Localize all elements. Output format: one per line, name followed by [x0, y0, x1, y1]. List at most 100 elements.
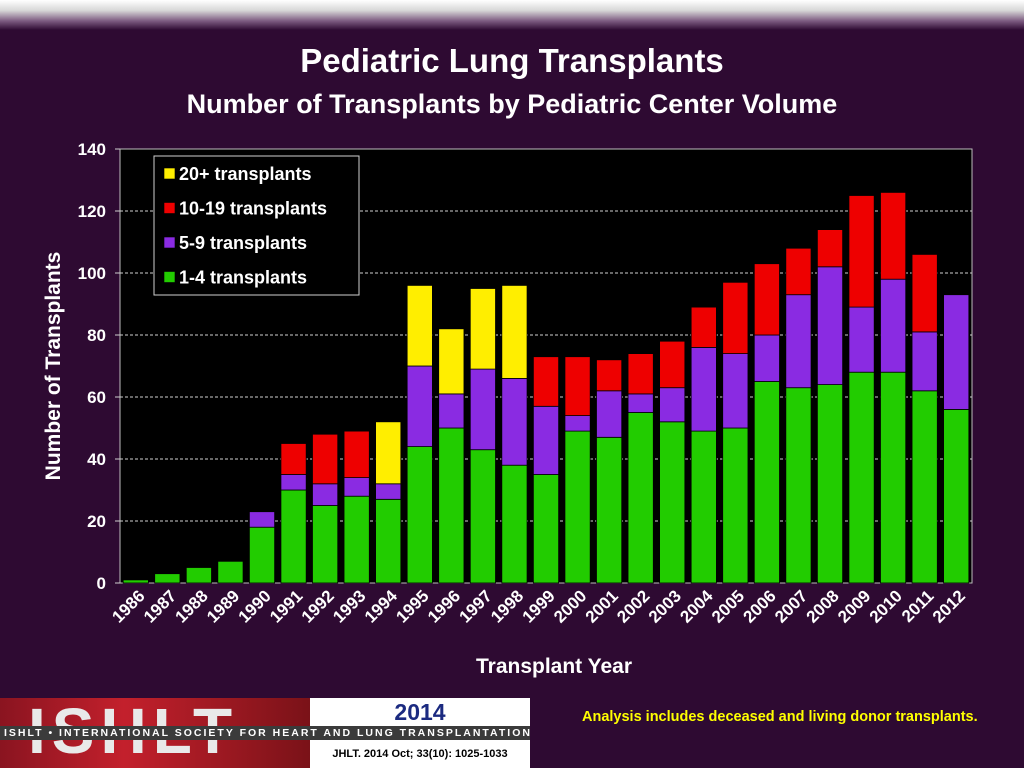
- y-tick-label: 40: [87, 450, 106, 469]
- bar-5-9-transplants-1995: [406, 365, 433, 447]
- x-tick-label: 1986: [108, 586, 148, 626]
- bar-20-transplants-1997: [469, 288, 496, 370]
- legend-swatch: [163, 236, 176, 249]
- bar-10-19-transplants-1999: [532, 356, 560, 407]
- bar-1-4-transplants-2006: [753, 381, 780, 584]
- x-tick-label: 2004: [676, 586, 717, 627]
- x-tick-label: 1989: [203, 586, 243, 626]
- bar-10-19-transplants-1993: [343, 430, 370, 479]
- x-tick-label: 2005: [708, 586, 748, 626]
- bar-10-19-transplants-2005: [722, 281, 749, 354]
- x-tick-label: 1988: [172, 586, 212, 626]
- legend-label: 10-19 transplants: [179, 199, 327, 219]
- bar-1-4-transplants-1988: [185, 567, 212, 584]
- bar-10-19-transplants-2001: [596, 359, 623, 392]
- legend-swatch: [163, 167, 176, 180]
- chart-title: Pediatric Lung Transplants: [300, 42, 724, 79]
- bar-5-9-transplants-2012: [943, 294, 970, 410]
- bar-1-4-transplants-1996: [438, 427, 465, 584]
- footer-branding: ISHLT ISHLT • INTERNATIONAL SOCIETY FOR …: [0, 698, 530, 768]
- x-tick-label: 1990: [235, 586, 275, 626]
- bar-1-4-transplants-2001: [596, 436, 623, 584]
- bar-1-4-transplants-1992: [312, 505, 339, 584]
- x-tick-label: 2009: [834, 586, 874, 626]
- bar-5-9-transplants-1996: [438, 393, 465, 429]
- bar-5-9-transplants-1997: [469, 368, 496, 451]
- legend-label: 20+ transplants: [179, 164, 312, 184]
- legend-swatch: [163, 202, 176, 214]
- bar-10-19-transplants-2004: [690, 306, 717, 348]
- x-tick-label: 2002: [613, 586, 653, 626]
- chart-subtitle: Number of Transplants by Pediatric Cente…: [186, 89, 838, 119]
- bar-1-4-transplants-2003: [659, 421, 686, 584]
- bar-1-4-transplants-1994: [375, 498, 402, 584]
- x-tick-label: 2006: [740, 586, 780, 626]
- legend-label: 1-4 transplants: [179, 268, 307, 288]
- bar-1-4-transplants-1993: [343, 495, 370, 584]
- x-tick-label: 2010: [866, 586, 906, 626]
- bar-1-4-transplants-1995: [406, 446, 433, 584]
- journal-citation: JHLT. 2014 Oct; 33(10): 1025-1033: [310, 740, 530, 768]
- bar-5-9-transplants-2004: [690, 346, 717, 432]
- bar-1-4-transplants-1990: [248, 526, 276, 584]
- x-tick-label: 2001: [582, 586, 622, 626]
- bar-1-4-transplants-2007: [785, 387, 812, 584]
- bar-1-4-transplants-2008: [816, 384, 844, 584]
- legend-box: [153, 155, 360, 296]
- bar-5-9-transplants-2001: [596, 390, 623, 438]
- bar-1-4-transplants-1998: [501, 464, 528, 584]
- bar-10-19-transplants-1991: [280, 443, 307, 475]
- x-tick-label: 2011: [898, 586, 938, 626]
- x-tick-label: 1991: [266, 586, 306, 626]
- bar-1-4-transplants-2005: [722, 427, 749, 584]
- bar-5-9-transplants-1998: [501, 377, 528, 466]
- bar-1-4-transplants-2011: [911, 390, 938, 584]
- stacked-bar-chart: 0204060801001201401986198719881989199019…: [42, 140, 973, 678]
- bar-10-19-transplants-2006: [753, 263, 780, 336]
- bar-5-9-transplants-2005: [722, 353, 749, 429]
- x-tick-label: 2012: [929, 586, 969, 626]
- x-tick-label: 2000: [550, 586, 590, 626]
- bar-5-9-transplants-2003: [659, 387, 686, 423]
- bar-5-9-transplants-2006: [753, 334, 780, 382]
- analysis-note: Analysis includes deceased and living do…: [582, 709, 978, 725]
- x-tick-label: 1993: [329, 586, 369, 626]
- bar-1-4-transplants-1986: [122, 579, 149, 584]
- bar-10-19-transplants-2011: [911, 253, 938, 333]
- x-tick-label: 2003: [645, 586, 685, 626]
- bar-1-4-transplants-2000: [564, 430, 591, 584]
- bar-1-4-transplants-1991: [280, 489, 307, 584]
- bar-10-19-transplants-2007: [785, 247, 812, 296]
- bar-20-transplants-1998: [501, 284, 528, 379]
- report-year: 2014: [310, 698, 530, 726]
- y-tick-label: 20: [87, 512, 106, 531]
- bar-5-9-transplants-2011: [911, 331, 938, 392]
- x-tick-label: 1998: [487, 586, 527, 626]
- y-tick-label: 100: [78, 264, 106, 283]
- x-tick-label: 1999: [519, 586, 559, 626]
- bar-5-9-transplants-1999: [532, 405, 560, 475]
- x-tick-label: 1987: [140, 586, 180, 626]
- bar-10-19-transplants-2003: [659, 340, 686, 389]
- bar-5-9-transplants-2010: [880, 278, 907, 373]
- x-tick-label: 1994: [361, 586, 402, 627]
- bar-1-4-transplants-2002: [627, 412, 654, 584]
- bar-10-19-transplants-2009: [848, 195, 875, 308]
- bar-5-9-transplants-2000: [564, 415, 591, 432]
- bar-20-transplants-1996: [438, 328, 465, 395]
- society-name: ISHLT • INTERNATIONAL SOCIETY FOR HEART …: [0, 726, 530, 740]
- bar-1-4-transplants-1999: [532, 474, 560, 584]
- legend-label: 5-9 transplants: [179, 233, 307, 253]
- x-tick-label: 1995: [392, 586, 432, 626]
- bar-10-19-transplants-1992: [312, 433, 339, 485]
- bar-10-19-transplants-2002: [627, 353, 654, 395]
- bar-20-transplants-1994: [375, 421, 402, 485]
- bar-10-19-transplants-2010: [880, 191, 907, 280]
- bar-1-4-transplants-1987: [154, 573, 181, 584]
- bar-1-4-transplants-2004: [690, 430, 717, 584]
- bar-10-19-transplants-2008: [816, 229, 844, 268]
- top-gradient-bar: [0, 0, 1024, 30]
- x-tick-label: 1992: [298, 586, 338, 626]
- bar-20-transplants-1995: [406, 284, 433, 367]
- bar-5-9-transplants-1994: [375, 483, 402, 500]
